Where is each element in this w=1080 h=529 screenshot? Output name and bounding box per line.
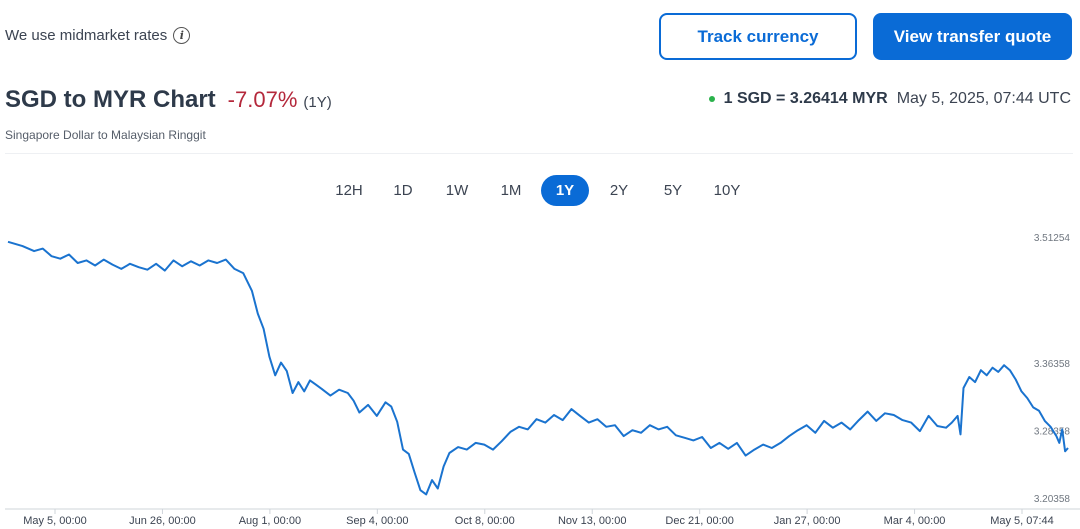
x-tick-label: Jun 26, 00:00: [129, 515, 196, 527]
y-tick-label: 3.20358: [1034, 494, 1071, 505]
view-transfer-quote-button[interactable]: View transfer quote: [873, 13, 1072, 60]
rate-line: [7, 240, 1069, 496]
range-1y[interactable]: 1Y: [541, 175, 589, 206]
live-indicator-icon: [708, 96, 715, 102]
track-currency-button[interactable]: Track currency: [659, 13, 857, 60]
rate-timestamp: May 5, 2025, 07:44 UTC: [896, 90, 1071, 107]
page-title: SGD to MYR Chart: [5, 86, 216, 113]
range-1d[interactable]: 1D: [393, 182, 413, 199]
x-tick-label: Dec 21, 00:00: [665, 515, 734, 527]
info-icon[interactable]: i: [173, 27, 191, 44]
period-label: (1Y): [303, 94, 332, 111]
y-tick-label: 3.28358: [1034, 426, 1071, 437]
x-tick-label: Oct 8, 00:00: [455, 515, 515, 527]
x-tick-label: Jan 27, 00:00: [774, 515, 841, 527]
range-2y[interactable]: 2Y: [609, 182, 629, 199]
x-tick-label: Sep 4, 00:00: [346, 515, 408, 527]
rate-value: 1 SGD = 3.26414 MYR: [723, 90, 888, 107]
range-1m[interactable]: 1M: [500, 182, 522, 199]
range-12h[interactable]: 12H: [335, 182, 363, 199]
x-tick-label: Aug 1, 00:00: [239, 515, 301, 527]
x-tick-label: May 5, 07:44: [990, 515, 1054, 527]
x-tick-label: May 5, 00:00: [23, 515, 87, 527]
midmarket-note: We use midmarket rates i: [5, 27, 191, 44]
range-10y[interactable]: 10Y: [713, 182, 741, 199]
x-tick-label: Nov 13, 00:00: [558, 515, 627, 527]
top-bar: We use midmarket rates i Track currency …: [0, 0, 1080, 72]
y-tick-label: 3.36358: [1034, 359, 1071, 370]
rate-chart[interactable]: 3.51254 3.36358 3.28358 3.20358 May 5, 00:0…: [0, 200, 1080, 529]
divider: [5, 153, 1073, 154]
range-5y[interactable]: 5Y: [663, 182, 683, 199]
x-tick-label: Mar 4, 00:00: [884, 515, 946, 527]
current-rate: 1 SGD = 3.26414 MYR May 5, 2025, 07:44 U…: [708, 90, 1071, 108]
y-tick-label: 3.51254: [1034, 233, 1071, 244]
title-row: SGD to MYR Chart -7.07% (1Y): [5, 86, 332, 114]
range-selector: 12H 1D 1W 1M 1Y 2Y 5Y 10Y: [325, 175, 757, 206]
midmarket-text: We use midmarket rates: [5, 27, 168, 44]
page-subtitle: Singapore Dollar to Malaysian Ringgit: [5, 128, 206, 142]
range-1w[interactable]: 1W: [445, 182, 469, 199]
percent-change: -7.07%: [227, 87, 298, 112]
